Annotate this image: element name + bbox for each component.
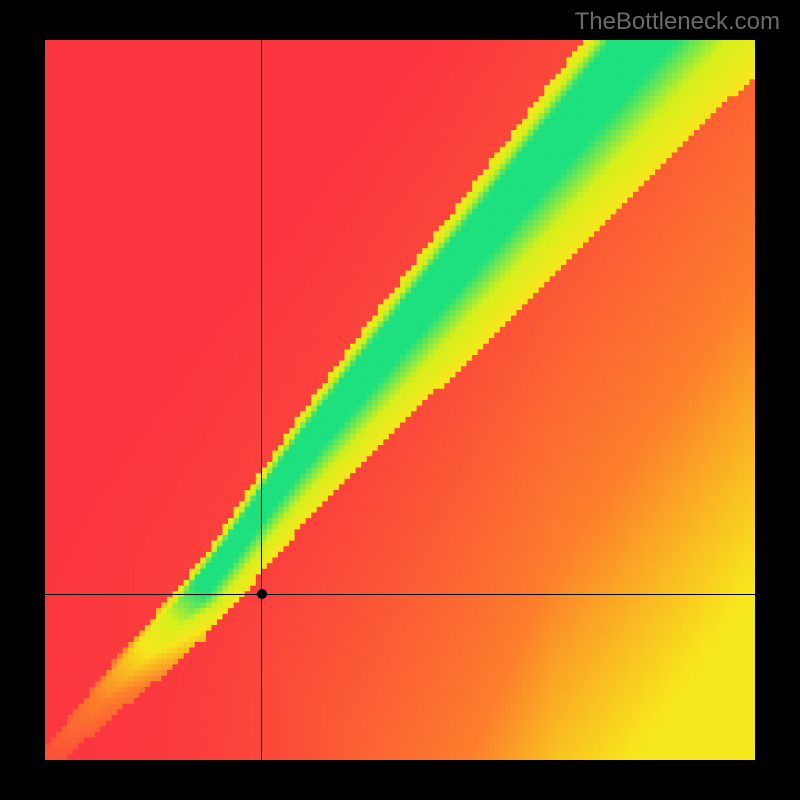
data-point-marker — [257, 589, 267, 599]
heatmap-canvas — [45, 40, 755, 760]
watermark-text: TheBottleneck.com — [575, 8, 780, 36]
crosshair-vertical — [261, 40, 262, 760]
crosshair-horizontal — [45, 594, 755, 595]
heatmap-plot-area — [45, 40, 755, 760]
chart-container: TheBottleneck.com — [0, 0, 800, 800]
